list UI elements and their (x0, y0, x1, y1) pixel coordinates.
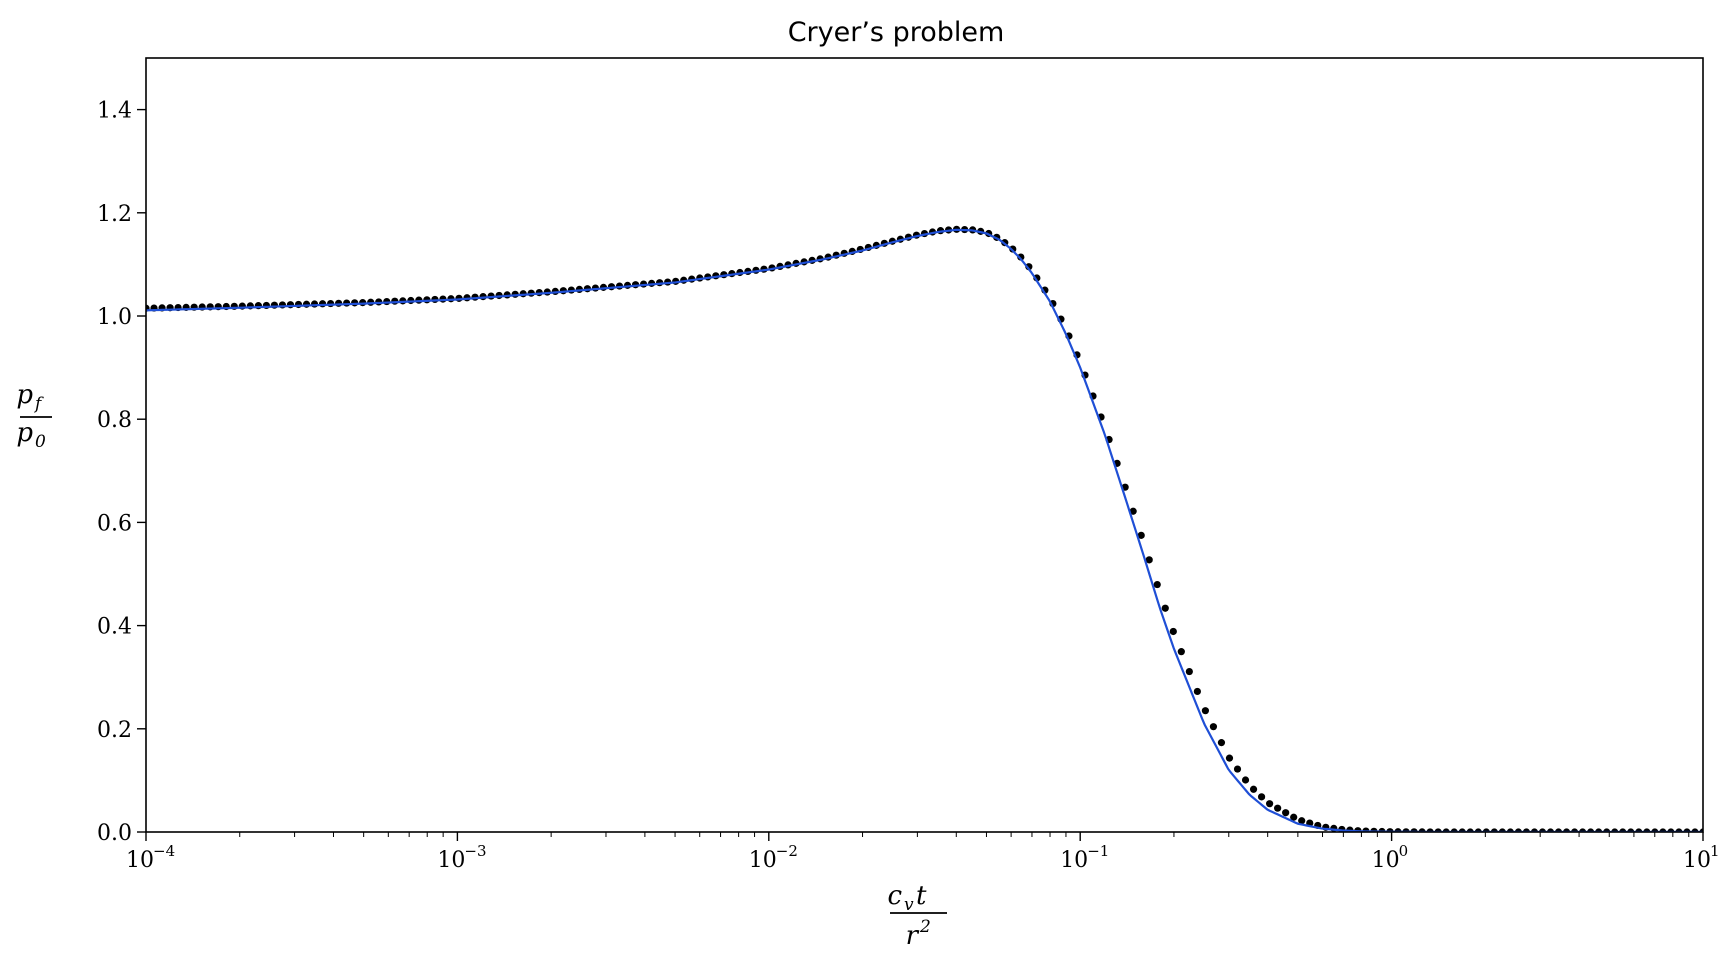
numerical-markers (146, 225, 1703, 832)
xlabel-num-sub: v (904, 895, 914, 915)
x-axis-label: c v t r 2 (887, 881, 947, 951)
numerical-marker (294, 300, 303, 309)
plot-frame (145, 57, 1704, 833)
numerical-marker (1145, 556, 1153, 564)
x-tick-label: 10 (1683, 848, 1711, 873)
numerical-marker (318, 300, 327, 308)
numerical-marker (1177, 648, 1185, 656)
numerical-marker (1298, 817, 1306, 825)
x-tick-exponent: 1 (1710, 842, 1720, 860)
numerical-marker (302, 300, 311, 308)
chart-title: Cryer’s problem (788, 17, 1005, 48)
ylabel-num-sub: f (33, 394, 44, 414)
numerical-marker (1225, 754, 1234, 762)
svg-text:c: c (887, 881, 902, 911)
y-tick-label: 1.2 (97, 202, 132, 227)
numerical-marker (286, 301, 295, 309)
numerical-marker (1257, 793, 1266, 801)
x-tick-exponent: −1 (1087, 842, 1109, 860)
y-tick-label: 0.0 (97, 821, 132, 846)
xlabel-den-sup: 2 (919, 917, 931, 937)
numerical-marker (1241, 776, 1250, 784)
numerical-marker (1161, 604, 1169, 612)
numerical-marker (1169, 627, 1177, 636)
numerical-marker (1274, 804, 1282, 812)
numerical-marker (1249, 785, 1258, 793)
x-tick-label: 10 (749, 848, 777, 873)
y-tick-label: 0.2 (97, 718, 132, 743)
x-tick-label: 10 (1060, 848, 1088, 873)
numerical-marker (1185, 667, 1193, 676)
x-tick-exponent: 0 (1399, 842, 1409, 860)
numerical-marker (1129, 507, 1137, 515)
ylabel-num: p (16, 380, 33, 410)
numerical-marker (1233, 765, 1242, 773)
numerical-marker (1282, 809, 1290, 817)
numerical-marker (310, 300, 319, 308)
y-tick-label: 0.4 (97, 615, 132, 640)
x-tick-label: 10 (126, 848, 154, 873)
numerical-marker (1217, 739, 1226, 747)
y-axis-label: p f p 0 (16, 380, 52, 452)
y-tick-label: 0.6 (97, 511, 132, 536)
numerical-marker (1017, 253, 1025, 261)
x-tick-exponent: −3 (464, 842, 486, 860)
ylabel-den: p (16, 418, 33, 448)
numerical-marker (1137, 531, 1145, 539)
x-axis: 10 −4 10 −3 10 −2 10 −1 10 0 10 1 (126, 832, 1720, 873)
y-axis: 0.0 0.2 0.4 0.6 0.8 1.0 1.2 1.4 (97, 99, 146, 846)
numerical-marker (1201, 707, 1209, 715)
numerical-marker (1266, 800, 1274, 808)
y-tick-label: 1.4 (97, 99, 132, 124)
xlabel-num: c (887, 881, 902, 911)
x-tick-exponent: −2 (776, 842, 798, 860)
xlabel-num-tail: t (916, 881, 927, 911)
y-tick-label: 1.0 (97, 305, 132, 330)
numerical-marker (1009, 245, 1017, 253)
ylabel-den-sub: 0 (35, 432, 46, 452)
x-tick-exponent: −4 (153, 842, 175, 860)
x-tick-label: 10 (437, 848, 465, 873)
numerical-marker (1153, 580, 1161, 589)
xlabel-den: r (906, 921, 920, 951)
x-tick-label: 10 (1372, 848, 1400, 873)
numerical-marker (1290, 813, 1298, 821)
analytical-series-line (146, 228, 1703, 832)
y-tick-label: 0.8 (97, 408, 132, 433)
numerical-marker (1193, 687, 1201, 696)
numerical-marker (1209, 723, 1218, 731)
